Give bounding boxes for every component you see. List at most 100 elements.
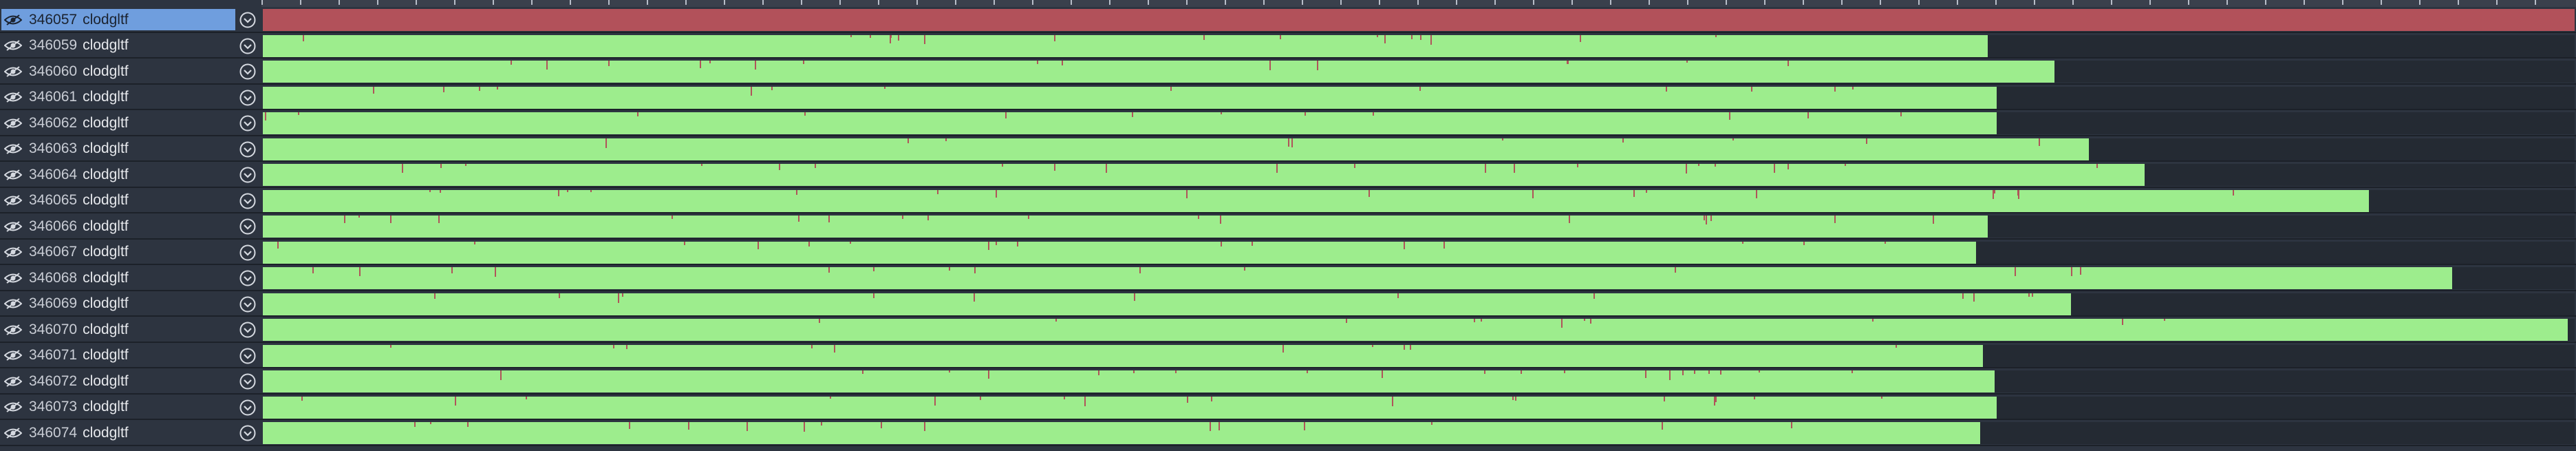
chevron-down-icon[interactable] — [239, 295, 257, 313]
thread-label[interactable]: 346063 clodgltf — [1, 138, 235, 160]
thread-row[interactable]: 346067 clodgltf — [0, 240, 2576, 265]
thread-row[interactable]: 346060 clodgltf — [0, 59, 2576, 85]
eye-icon[interactable] — [3, 39, 23, 52]
thread-label[interactable]: 346067 clodgltf — [1, 241, 235, 263]
eye-icon[interactable] — [3, 375, 23, 388]
thread-label[interactable]: 346062 clodgltf — [1, 112, 235, 134]
chevron-down-icon[interactable] — [239, 244, 257, 262]
thread-row[interactable]: 346069 clodgltf — [0, 291, 2576, 317]
eye-icon[interactable] — [3, 14, 23, 26]
chevron-down-icon[interactable] — [239, 166, 257, 184]
thread-row[interactable]: 346061 clodgltf — [0, 85, 2576, 110]
thread-row[interactable]: 346057 clodgltf — [0, 7, 2576, 33]
chevron-down-icon[interactable] — [239, 269, 257, 287]
thread-label[interactable]: 346068 clodgltf — [1, 267, 235, 289]
thread-track[interactable] — [263, 189, 2575, 212]
activity-bar[interactable] — [263, 61, 2054, 83]
activity-bar[interactable] — [263, 319, 2568, 341]
thread-label[interactable]: 346065 clodgltf — [1, 189, 235, 211]
thread-row[interactable]: 346072 clodgltf — [0, 368, 2576, 395]
time-ruler[interactable] — [261, 0, 2576, 7]
eye-icon[interactable] — [3, 143, 23, 155]
thread-track[interactable] — [263, 267, 2575, 289]
thread-label[interactable]: 346060 clodgltf — [1, 61, 235, 82]
thread-row[interactable]: 346062 clodgltf — [0, 110, 2576, 136]
thread-row[interactable]: 346063 clodgltf — [0, 136, 2576, 162]
thread-track[interactable] — [263, 344, 2575, 367]
eye-icon[interactable] — [3, 401, 23, 413]
activity-bar[interactable] — [263, 344, 1983, 367]
activity-bar[interactable] — [263, 164, 2145, 186]
chevron-down-icon[interactable] — [239, 114, 257, 132]
eye-icon[interactable] — [3, 117, 23, 129]
eye-icon[interactable] — [3, 220, 23, 233]
chevron-down-icon[interactable] — [239, 37, 257, 55]
activity-bar[interactable] — [263, 241, 1976, 264]
activity-bar[interactable] — [263, 293, 2071, 315]
eye-icon[interactable] — [3, 349, 23, 361]
eye-icon[interactable] — [3, 91, 23, 103]
thread-track[interactable] — [263, 164, 2575, 186]
chevron-down-icon[interactable] — [239, 192, 257, 210]
chevron-down-icon[interactable] — [239, 347, 257, 365]
eye-icon[interactable] — [3, 65, 23, 78]
thread-row[interactable]: 346070 clodgltf — [0, 317, 2576, 343]
chevron-down-icon[interactable] — [239, 140, 257, 158]
activity-bar[interactable] — [263, 422, 1980, 444]
chevron-down-icon[interactable] — [239, 218, 257, 235]
chevron-down-icon[interactable] — [239, 321, 257, 339]
activity-bar[interactable] — [263, 189, 2369, 212]
chevron-down-icon[interactable] — [239, 11, 257, 29]
activity-bar[interactable] — [263, 86, 1997, 109]
thread-track[interactable] — [263, 112, 2575, 134]
thread-track[interactable] — [263, 138, 2575, 160]
thread-row[interactable]: 346065 clodgltf — [0, 188, 2576, 213]
eye-icon[interactable] — [3, 427, 23, 439]
thread-label[interactable]: 346070 clodgltf — [1, 319, 235, 340]
chevron-down-icon[interactable] — [239, 63, 257, 81]
chevron-down-icon[interactable] — [239, 373, 257, 390]
activity-bar[interactable] — [263, 267, 2452, 289]
chevron-down-icon[interactable] — [239, 424, 257, 442]
activity-bar[interactable] — [263, 34, 1988, 57]
thread-track[interactable] — [263, 216, 2575, 238]
chevron-down-icon[interactable] — [239, 89, 257, 107]
activity-bar[interactable] — [263, 112, 1997, 134]
eye-icon[interactable] — [3, 246, 23, 258]
thread-track[interactable] — [263, 422, 2575, 444]
thread-label[interactable]: 346066 clodgltf — [1, 216, 235, 237]
activity-bar[interactable] — [263, 370, 1995, 392]
thread-track[interactable] — [263, 241, 2575, 264]
thread-row[interactable]: 346066 clodgltf — [0, 213, 2576, 240]
thread-label[interactable]: 346074 clodgltf — [1, 422, 235, 443]
thread-label[interactable]: 346069 clodgltf — [1, 293, 235, 315]
thread-label[interactable]: 346073 clodgltf — [1, 396, 235, 418]
thread-row[interactable]: 346059 clodgltf — [0, 33, 2576, 59]
thread-label[interactable]: 346057 clodgltf — [1, 9, 235, 30]
thread-label[interactable]: 346064 clodgltf — [1, 164, 235, 185]
eye-icon[interactable] — [3, 169, 23, 181]
chevron-down-icon[interactable] — [239, 399, 257, 417]
eye-icon[interactable] — [3, 272, 23, 284]
thread-track[interactable] — [263, 34, 2575, 57]
thread-row[interactable]: 346073 clodgltf — [0, 395, 2576, 420]
thread-track[interactable] — [263, 9, 2575, 31]
activity-bar[interactable] — [263, 216, 1988, 238]
activity-bar[interactable] — [263, 9, 2575, 31]
thread-row[interactable]: 346074 clodgltf — [0, 420, 2576, 446]
thread-track[interactable] — [263, 319, 2575, 341]
thread-track[interactable] — [263, 61, 2575, 83]
thread-label[interactable]: 346071 clodgltf — [1, 344, 235, 366]
activity-bar[interactable] — [263, 138, 2089, 160]
thread-track[interactable] — [263, 293, 2575, 315]
thread-row[interactable]: 346071 clodgltf — [0, 343, 2576, 368]
thread-track[interactable] — [263, 396, 2575, 419]
thread-track[interactable] — [263, 370, 2575, 392]
thread-row[interactable]: 346064 clodgltf — [0, 162, 2576, 188]
eye-icon[interactable] — [3, 297, 23, 310]
thread-track[interactable] — [263, 86, 2575, 109]
activity-bar[interactable] — [263, 396, 1997, 419]
thread-label[interactable]: 346072 clodgltf — [1, 370, 235, 392]
thread-label[interactable]: 346061 clodgltf — [1, 86, 235, 108]
eye-icon[interactable] — [3, 324, 23, 336]
